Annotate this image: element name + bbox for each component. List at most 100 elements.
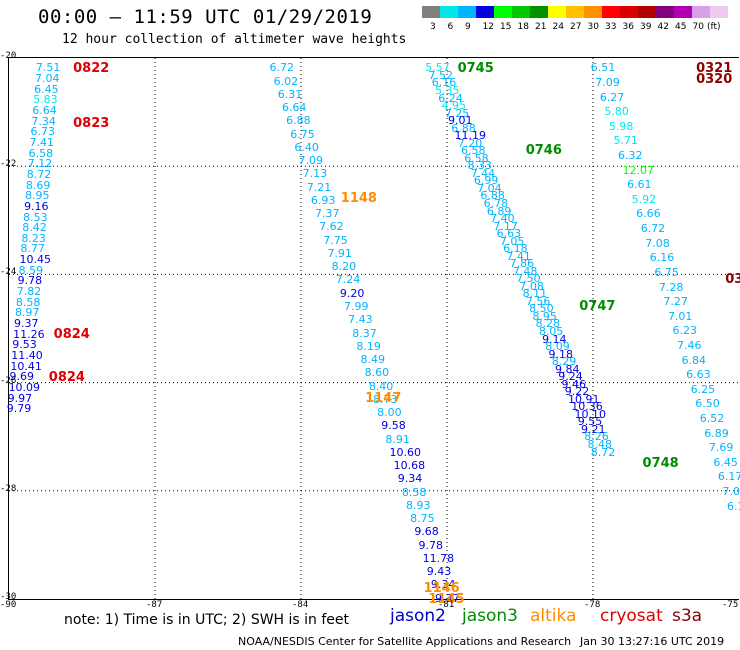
swh-value: 6.75 <box>290 127 315 141</box>
legend-entry-altika: altika <box>530 606 577 626</box>
swh-value: 7.09 <box>298 154 323 168</box>
swh-value: 6.18 <box>503 242 528 256</box>
swh-value: 6.02 <box>273 74 299 88</box>
x-tick-label: -90 <box>0 600 17 610</box>
swh-value: 7.40 <box>490 212 515 226</box>
color-swatch <box>548 6 566 18</box>
swh-value: 6.75 <box>654 265 679 279</box>
swh-value: 9.97 <box>7 391 33 405</box>
color-swatch <box>512 6 530 18</box>
swh-value: 7.12 <box>27 157 53 171</box>
swh-value: 9.20 <box>339 286 365 300</box>
swh-value: 9.37 <box>435 591 460 605</box>
y-tick-label: -24 <box>0 267 17 278</box>
swh-value: 7.24 <box>335 273 361 287</box>
swh-value: 11.40 <box>11 348 43 362</box>
pass-time-label: 0823 <box>73 115 110 131</box>
swh-value: 8.95 <box>532 309 557 323</box>
swh-value: 11.78 <box>422 551 455 565</box>
pass-time-label: 0822 <box>73 61 110 77</box>
swh-value: 8.91 <box>385 432 410 446</box>
swh-value: 6.40 <box>294 140 319 154</box>
color-scale-label: 39 <box>640 22 652 32</box>
swh-value: 6.23 <box>672 324 697 338</box>
swh-value: 6.73 <box>30 125 55 139</box>
swh-value: 7.52 <box>428 68 454 82</box>
swh-value: 8.42 <box>22 221 47 235</box>
swh-value: 10.68 <box>393 459 426 473</box>
swh-value: 5.71 <box>613 134 638 148</box>
color-swatch <box>458 6 476 18</box>
swh-value: 9.58 <box>381 419 406 433</box>
swh-value: 9.14 <box>542 332 567 346</box>
swh-value: 9.24 <box>558 370 583 384</box>
pass-time-label: 031 <box>725 272 740 288</box>
swh-value: 7.69 <box>708 441 734 455</box>
swh-value: 7.08 <box>645 236 670 250</box>
swh-value: 9.69 <box>9 370 34 384</box>
swh-value: 6.16 <box>649 251 675 265</box>
swh-value: 7.75 <box>323 233 348 247</box>
color-swatch <box>566 6 584 18</box>
swh-value: 7.05 <box>499 234 525 248</box>
swh-value: 5.80 <box>604 105 629 119</box>
swh-value: 6.32 <box>617 149 643 163</box>
swh-value: 7.37 <box>315 207 340 221</box>
swh-value: 8.53 <box>23 210 48 224</box>
swh-value: 6.58 <box>28 146 54 160</box>
swh-value: 8.75 <box>410 512 435 526</box>
swh-value: 6.63 <box>686 368 711 382</box>
swh-value: 8.49 <box>360 353 386 366</box>
color-swatch <box>638 6 656 18</box>
pass-time-label: 0320 <box>696 72 733 88</box>
pass-time-label: 0747 <box>579 299 616 315</box>
color-scale-label: 42 <box>657 22 669 32</box>
swh-value: 6.25 <box>690 382 716 396</box>
swh-value: 6.52 <box>699 411 725 425</box>
swh-value: 10.09 <box>8 380 41 394</box>
swh-value: 7.21 <box>306 180 332 194</box>
footnote: note: 1) Time is in UTC; 2) SWH is in fe… <box>64 612 350 628</box>
swh-value: 7.41 <box>506 249 531 263</box>
swh-value: 10.41 <box>10 359 42 373</box>
color-scale-label: 9 <box>465 22 471 32</box>
y-tick-label: -26 <box>0 375 17 386</box>
swh-value: 6.27 <box>599 90 625 104</box>
swh-value: 9.01 <box>447 114 473 128</box>
swh-value: 6.78 <box>483 196 509 210</box>
color-swatch <box>674 6 692 18</box>
timestamp: Jan 30 13:27:16 UTC 2019 <box>580 635 725 648</box>
legend-entry-cryosat: cryosat <box>600 606 663 626</box>
pass-time-label: 0824 <box>48 369 85 385</box>
swh-value: 7.51 <box>35 61 61 75</box>
swh-value: 9.84 <box>555 362 580 376</box>
swh-value: 9.79 <box>6 402 32 416</box>
swh-value: 8.72 <box>26 167 52 181</box>
swh-value: 9.22 <box>564 385 590 399</box>
swh-value: 9.78 <box>17 274 43 288</box>
swh-value: 8.50 <box>529 302 554 316</box>
swh-value: 7.34 <box>31 114 56 128</box>
swh-value: 8.58 <box>15 295 41 309</box>
swh-value: 8.95 <box>24 189 50 203</box>
chart-subtitle: 12 hour collection of altimeter wave hei… <box>62 32 407 47</box>
color-scale-bar <box>422 6 728 18</box>
x-tick-label: -75 <box>722 600 739 610</box>
pass-time-label: 1145 <box>428 591 465 607</box>
swh-value: 8.77 <box>20 242 45 256</box>
swh-value: 6.89 <box>704 426 729 440</box>
swh-value: 7.48 <box>512 264 538 278</box>
swh-value: 8.28 <box>535 317 561 331</box>
swh-value: 6.58 <box>464 151 489 165</box>
swh-value: 8.40 <box>368 379 394 393</box>
swh-value: 8.00 <box>377 406 402 420</box>
swh-value: 5.57 <box>425 61 450 75</box>
color-scale-label: 33 <box>605 22 617 32</box>
color-swatch <box>530 6 548 18</box>
y-tick-label: -22 <box>0 159 17 170</box>
color-swatch <box>440 6 458 18</box>
swh-value: 5.83 <box>33 93 58 107</box>
swh-value: 4.95 <box>441 99 466 113</box>
x-tick-label: -78 <box>584 600 601 610</box>
color-scale-label: 36 <box>622 22 634 32</box>
